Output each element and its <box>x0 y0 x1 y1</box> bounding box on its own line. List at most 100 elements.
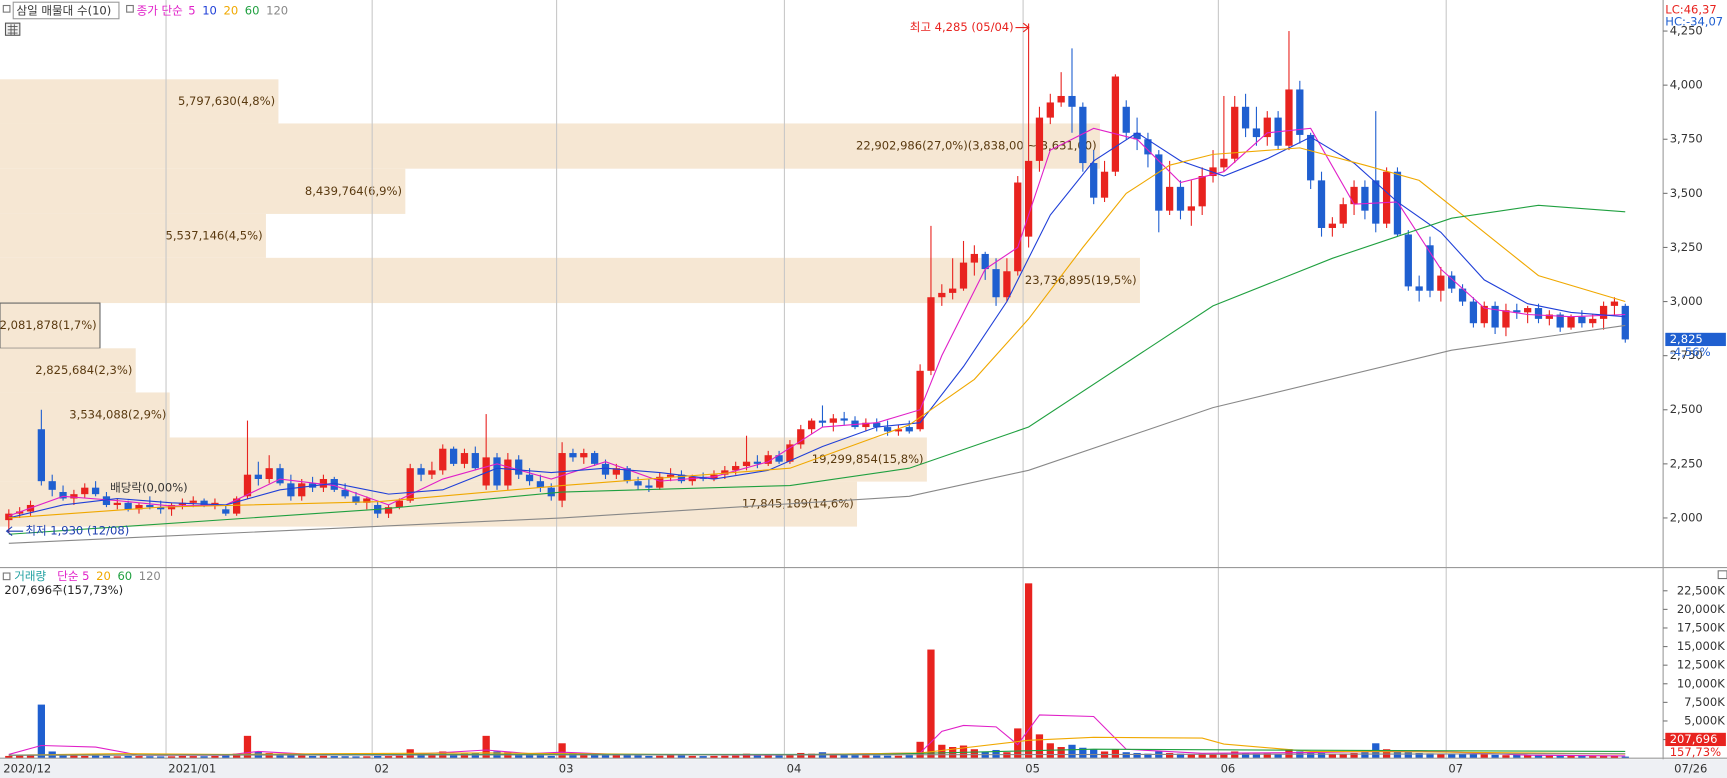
volume-y-tick-label: 22,500K <box>1677 583 1725 597</box>
volume-bar <box>363 756 371 759</box>
candle-body <box>1198 176 1206 207</box>
candle-body <box>949 288 957 293</box>
volume-bar <box>1534 755 1543 759</box>
candle-body <box>211 502 219 505</box>
candle-body <box>775 455 783 462</box>
volume-bar <box>135 756 143 759</box>
volume-bar <box>1610 755 1619 759</box>
date-axis-bg <box>0 759 1727 778</box>
candle-body <box>612 468 620 475</box>
candle-body <box>916 370 924 430</box>
volume-bar <box>298 755 306 759</box>
candle-body <box>1513 310 1521 313</box>
volume-bar <box>26 755 35 759</box>
volume-bar <box>742 753 751 759</box>
volume-bar <box>482 735 490 759</box>
volume-bar <box>384 756 393 759</box>
legend-icon <box>126 4 134 13</box>
change-label: -4,56% <box>1670 345 1711 359</box>
volume-bar <box>1502 755 1510 759</box>
volume-bar <box>688 755 696 759</box>
volume-bar <box>1079 747 1087 759</box>
volume-bar <box>157 756 165 759</box>
grid-layer <box>165 0 1447 778</box>
candle-body <box>243 474 252 497</box>
candle-body <box>287 483 295 497</box>
volume-bar <box>1524 755 1532 759</box>
volume-bar <box>1589 756 1597 759</box>
volume-bar <box>1361 752 1369 759</box>
volume-bar <box>146 756 154 759</box>
volume-bar <box>16 755 24 759</box>
volume-bar <box>797 752 805 759</box>
candle-body <box>623 468 631 482</box>
candle-body <box>319 479 328 488</box>
candle-body <box>254 474 262 480</box>
candle-body <box>1556 314 1564 328</box>
candle-body <box>189 500 197 503</box>
candle-body <box>48 481 56 490</box>
volume-bar <box>319 755 328 759</box>
volume-bar <box>395 755 404 759</box>
volume-bar <box>580 754 588 759</box>
legend-icon <box>2 572 11 581</box>
candle-body <box>1534 308 1543 319</box>
volume-profile-label: 2,825,684(2,3%) <box>35 363 132 377</box>
volume-profile-bar <box>0 257 1140 304</box>
candle-body <box>894 429 903 432</box>
volume-bar <box>525 755 534 759</box>
candle-body <box>1382 171 1391 224</box>
volume-bar <box>623 755 631 759</box>
volume-y-tick-label: 15,000K <box>1677 639 1725 653</box>
volume-change-label: 157,73% <box>1670 745 1721 759</box>
candle-body <box>113 502 121 505</box>
low-arrow <box>5 526 24 536</box>
candle-body <box>1057 95 1065 103</box>
volume-bar <box>1491 754 1499 759</box>
candle-body <box>1599 305 1608 319</box>
current-volume-label: 207,696 <box>1670 732 1718 746</box>
volume-y-tick-label: 10,000K <box>1677 676 1725 690</box>
volume-profile-bar <box>0 213 266 258</box>
candle-body <box>439 448 447 471</box>
volume-bar <box>1437 753 1445 759</box>
panel-button[interactable] <box>1717 570 1727 580</box>
candle-body <box>81 487 89 495</box>
candle-body <box>1122 106 1130 133</box>
legend-entry: 5 <box>188 4 195 18</box>
candle-body <box>352 496 360 503</box>
legend-entry: 120 <box>139 569 161 583</box>
candle-body <box>807 420 816 430</box>
candle-body <box>558 453 566 501</box>
candle-body <box>1448 275 1456 289</box>
candle-body <box>905 427 913 432</box>
candle-body <box>59 491 67 499</box>
moving-average-line <box>8 736 1626 756</box>
volume-bar <box>233 753 241 759</box>
candle-body <box>1155 154 1163 211</box>
volume-legend: 단순 5 20 60 120 <box>57 569 161 583</box>
candle-body <box>330 479 338 490</box>
candle-body <box>1241 106 1250 129</box>
candle-body <box>482 457 490 486</box>
volume-bar <box>677 755 686 759</box>
candle-body <box>1133 132 1141 140</box>
volume-bar <box>1198 753 1206 759</box>
legend-entry: 단순 5 <box>57 569 89 583</box>
candle-body <box>449 448 458 464</box>
indicator-box[interactable] <box>12 1 120 20</box>
low-annotation: 최저 1,930 (12/08) <box>25 524 129 538</box>
lc-label: LC:46,37 <box>1665 2 1716 16</box>
volume-bar <box>428 754 436 759</box>
legend-entry: 20 <box>96 569 111 583</box>
volume-bar <box>1090 749 1098 759</box>
candle-body <box>417 468 425 475</box>
volume-bar <box>417 753 425 759</box>
volume-bar <box>536 755 545 759</box>
volume-profile-bar <box>0 168 406 214</box>
volume-profile-label: 23,736,895(19,5%) <box>1025 273 1137 287</box>
volume-bar <box>276 754 284 759</box>
moving-average-line <box>8 204 1626 535</box>
volume-bar <box>1176 753 1185 759</box>
y-tick-label: 4,000 <box>1670 78 1703 92</box>
